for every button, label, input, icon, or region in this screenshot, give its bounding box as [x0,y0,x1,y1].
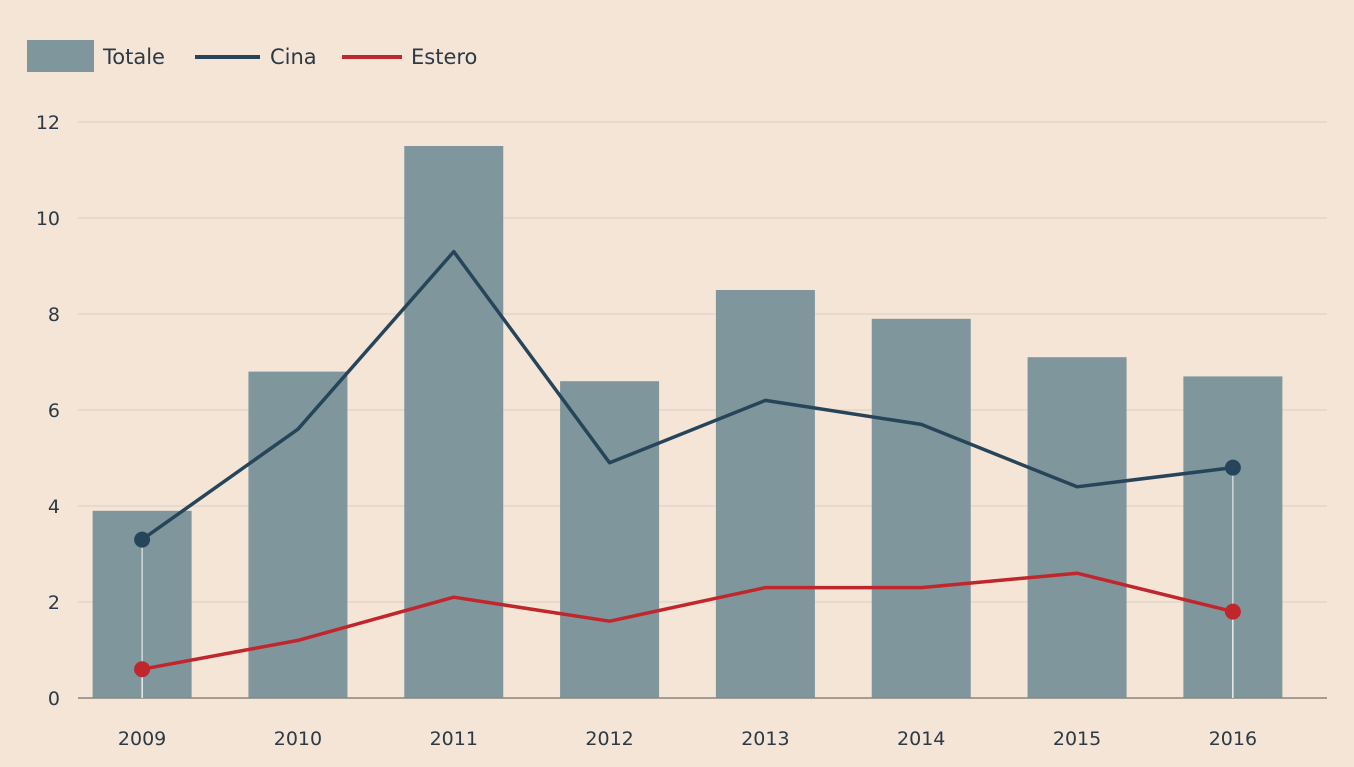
x-tick-label: 2009 [118,728,166,750]
y-tick-label: 12 [36,112,60,134]
bar-2013 [715,290,815,698]
bars [92,146,1283,698]
point-estero [134,661,151,678]
line-cina [141,249,1234,542]
x-tick-label: 2012 [585,728,633,750]
bar-2010 [248,371,348,698]
legend: Totale Cina Estero [27,40,477,72]
bar-2014 [871,318,971,698]
y-tick-label: 0 [48,688,60,710]
x-tick-label: 2011 [430,728,478,750]
point-cina [134,531,151,548]
bar-2011 [404,146,504,698]
legend-swatch-totale [27,40,94,72]
legend-label-cina: Cina [270,45,317,69]
lines [134,249,1241,698]
bar-2015 [1027,357,1127,698]
x-tick-label: 2013 [741,728,789,750]
y-tick-label: 8 [48,304,60,326]
bar-2012 [560,381,660,698]
x-tick-label: 2015 [1053,728,1101,750]
y-tick-label: 2 [48,592,60,614]
legend-label-totale: Totale [102,45,165,69]
x-tick-label: 2016 [1209,728,1257,750]
y-tick-label: 6 [48,400,60,422]
y-tick-label: 10 [36,208,60,230]
y-tick-label: 4 [48,496,60,518]
x-tick-label: 2010 [274,728,322,750]
y-axis-ticks: 0 2 4 6 8 10 12 [36,112,60,710]
x-axis-ticks: 2009 2010 2011 2012 2013 2014 2015 2016 [118,728,1257,750]
line-estero [141,571,1234,671]
point-cina [1224,459,1241,476]
legend-label-estero: Estero [411,45,477,69]
x-tick-label: 2014 [897,728,945,750]
point-estero [1224,603,1241,620]
